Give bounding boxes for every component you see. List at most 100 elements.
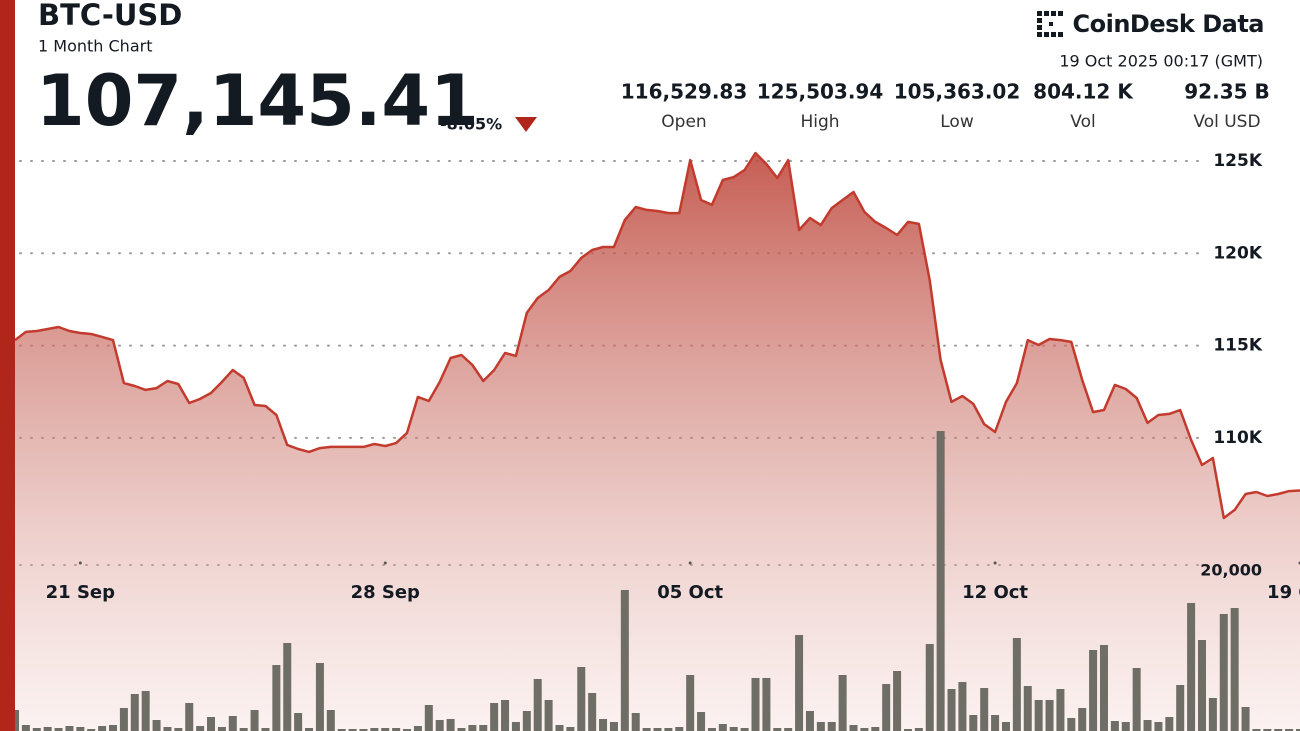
volume-bar [43, 727, 52, 731]
volume-bar [740, 728, 749, 731]
price: 107,145.41 [36, 60, 479, 142]
volume-bar [784, 728, 793, 731]
y-tick-label: 115K [1213, 336, 1262, 356]
volume-bar [936, 431, 945, 731]
plot: 21 Sep 28 Sep 05 Oct 12 Oct 19 Oct 110K 115K 12… [11, 151, 1300, 731]
stat-value: 105,363.02 [894, 80, 1021, 104]
volume-bar [65, 726, 74, 731]
volume-bar [631, 713, 640, 731]
volume-bar [588, 693, 597, 731]
volume-bar [697, 712, 706, 731]
x-tick-label: 05 Oct [657, 582, 723, 603]
volume-bar [424, 705, 433, 731]
volume-bar [370, 728, 379, 731]
volume-bar [152, 720, 161, 731]
volume-bar [577, 667, 586, 731]
volume-bar [609, 722, 618, 731]
x-tick-dot [993, 561, 997, 565]
volume-bar [914, 728, 923, 731]
volume-bar [468, 725, 477, 731]
x-tick-label: 28 Sep [351, 582, 420, 603]
volume-bar [522, 711, 531, 731]
volume-bar [838, 675, 847, 731]
volume-bar [664, 728, 673, 731]
volume-bar [457, 728, 466, 731]
volume-bar [566, 727, 575, 731]
volume-bar [1263, 729, 1272, 731]
volume-bar [228, 716, 237, 731]
volume-bar [860, 728, 869, 731]
volume-bar [620, 590, 629, 731]
volume-bar [196, 726, 205, 731]
stat-value: 92.35 B [1184, 80, 1269, 104]
period: 1 Month Chart [38, 37, 152, 56]
volume-bar [359, 729, 368, 731]
volume-bar [1089, 650, 1098, 731]
volume-bar [925, 644, 934, 731]
volume-bar [1099, 645, 1108, 731]
volume-bar [337, 729, 346, 731]
stat-label: Open [661, 112, 706, 132]
y-tick-label: 125K [1213, 151, 1262, 171]
y-tick-label: 110K [1213, 428, 1262, 448]
volume-bar [903, 729, 912, 731]
volume-bar [1132, 668, 1141, 731]
volume-bar [1219, 614, 1228, 731]
price-area [15, 153, 1300, 731]
volume-bar [1056, 689, 1065, 731]
volume-bar [294, 713, 303, 731]
volume-bar [511, 722, 520, 731]
volume-bar [413, 726, 422, 731]
volume-bar [947, 689, 956, 731]
brand: CoinDesk Data [1073, 10, 1265, 38]
x-tick-dot [78, 561, 82, 565]
stat-value: 804.12 K [1033, 80, 1134, 104]
volume-bar [1241, 707, 1250, 731]
symbol: BTC-USD [38, 0, 182, 32]
volume-bar [348, 729, 357, 731]
volume-bar [217, 727, 226, 731]
volume-bar [283, 643, 292, 731]
volume-bar [1067, 718, 1076, 731]
volume-bar [381, 728, 390, 731]
volume-bar [599, 719, 608, 731]
stat-label: Vol USD [1193, 112, 1260, 132]
volume-bar [653, 728, 662, 731]
volume-bar [1274, 729, 1283, 731]
x-tick-label: 21 Sep [46, 582, 115, 603]
volume-bar [185, 703, 194, 731]
volume-bar [1121, 722, 1130, 731]
volume-bar [326, 710, 335, 731]
volume-bar [272, 665, 281, 731]
volume-bar [893, 671, 902, 731]
stat-value: 116,529.83 [621, 80, 748, 104]
volume-bar [32, 728, 41, 731]
volume-bar [98, 726, 107, 731]
volume-bar [980, 688, 989, 731]
volume-bar [707, 728, 716, 731]
volume-bar [555, 725, 564, 731]
accent-bar [0, 0, 15, 731]
volume-bar [762, 678, 771, 731]
volume-bar [1110, 721, 1119, 731]
volume-bar [1285, 729, 1294, 731]
price-line [14, 151, 1300, 520]
volume-bar [1296, 729, 1300, 731]
volume-bar [1012, 638, 1021, 731]
volume-bar [1252, 729, 1261, 731]
x-tick-label: 12 Oct [962, 582, 1028, 603]
brand-logo [1037, 11, 1063, 37]
volume-bar [239, 728, 248, 731]
volume-bar [544, 700, 553, 731]
volume-bar [403, 729, 412, 731]
timestamp: 19 Oct 2025 00:17 (GMT) [1059, 52, 1263, 71]
x-tick-dot [688, 561, 692, 565]
volume-bar [751, 678, 760, 731]
change: -8.05% [440, 115, 502, 134]
volume-bar [315, 663, 324, 731]
volume-bar [1023, 686, 1032, 731]
volume-bar [827, 722, 836, 731]
volume-bar [1154, 722, 1163, 731]
volume-bar [675, 727, 684, 731]
volume-bar [533, 679, 542, 731]
